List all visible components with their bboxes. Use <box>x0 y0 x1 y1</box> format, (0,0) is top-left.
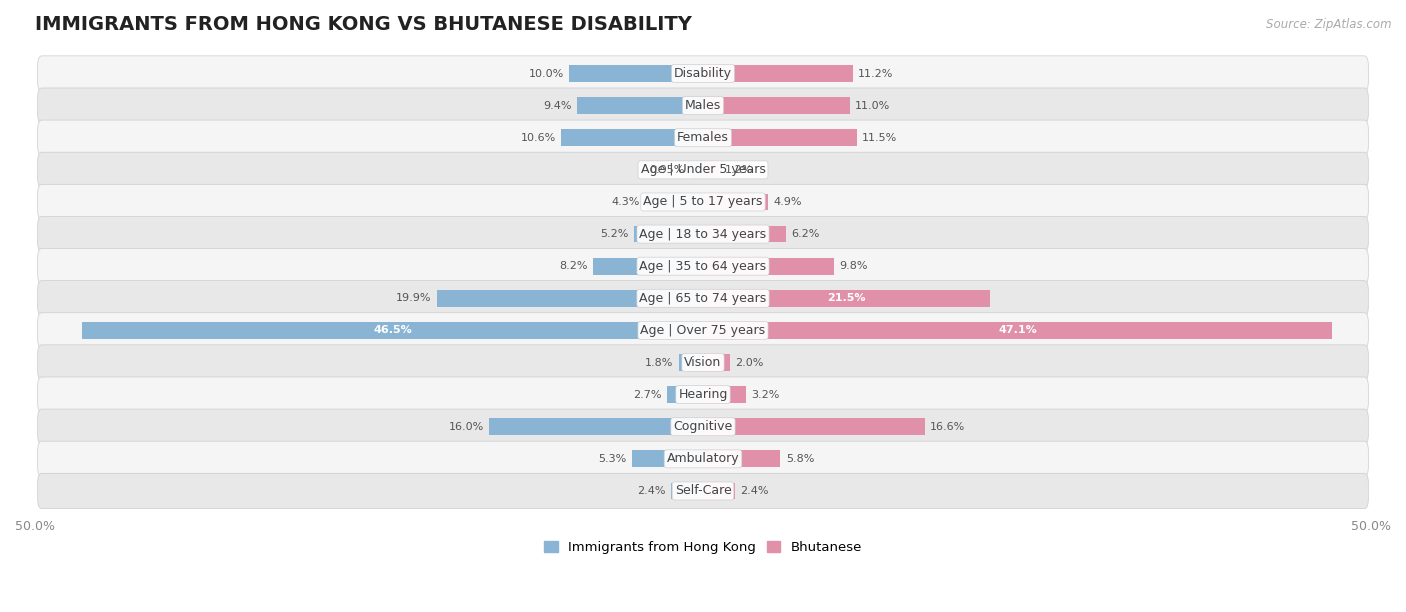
Text: Age | 65 to 74 years: Age | 65 to 74 years <box>640 292 766 305</box>
Text: 5.2%: 5.2% <box>600 229 628 239</box>
Text: 6.2%: 6.2% <box>792 229 820 239</box>
Text: 2.4%: 2.4% <box>637 486 665 496</box>
Bar <box>593 258 703 275</box>
Legend: Immigrants from Hong Kong, Bhutanese: Immigrants from Hong Kong, Bhutanese <box>538 536 868 559</box>
FancyBboxPatch shape <box>38 441 1368 477</box>
Text: 9.4%: 9.4% <box>544 100 572 111</box>
FancyBboxPatch shape <box>38 313 1368 348</box>
Text: 11.5%: 11.5% <box>862 133 897 143</box>
Text: 9.8%: 9.8% <box>839 261 868 271</box>
Bar <box>82 322 703 339</box>
Text: Age | 35 to 64 years: Age | 35 to 64 years <box>640 259 766 273</box>
Bar <box>703 65 852 82</box>
Text: 5.8%: 5.8% <box>786 454 814 464</box>
Text: Self-Care: Self-Care <box>675 485 731 498</box>
FancyBboxPatch shape <box>38 88 1368 123</box>
Bar <box>703 419 925 435</box>
Bar <box>666 386 703 403</box>
Bar <box>634 226 703 242</box>
Text: Source: ZipAtlas.com: Source: ZipAtlas.com <box>1267 18 1392 31</box>
Text: 3.2%: 3.2% <box>751 390 779 400</box>
Text: Vision: Vision <box>685 356 721 369</box>
Bar <box>703 162 718 178</box>
FancyBboxPatch shape <box>38 345 1368 380</box>
FancyBboxPatch shape <box>38 377 1368 412</box>
Text: Hearing: Hearing <box>678 388 728 401</box>
Text: 4.3%: 4.3% <box>612 197 640 207</box>
Bar <box>569 65 703 82</box>
Bar <box>561 129 703 146</box>
Bar <box>703 129 856 146</box>
FancyBboxPatch shape <box>38 152 1368 187</box>
Text: 10.0%: 10.0% <box>529 69 564 78</box>
Text: 0.95%: 0.95% <box>650 165 685 175</box>
Text: 8.2%: 8.2% <box>560 261 588 271</box>
Bar <box>703 226 786 242</box>
Bar <box>645 193 703 211</box>
FancyBboxPatch shape <box>38 56 1368 91</box>
Text: 11.2%: 11.2% <box>858 69 893 78</box>
Text: Age | 5 to 17 years: Age | 5 to 17 years <box>644 195 762 209</box>
Text: Males: Males <box>685 99 721 112</box>
Text: 4.9%: 4.9% <box>773 197 803 207</box>
Bar <box>703 354 730 371</box>
Text: Females: Females <box>678 131 728 144</box>
Bar <box>578 97 703 114</box>
Text: 1.2%: 1.2% <box>724 165 752 175</box>
Text: 16.0%: 16.0% <box>449 422 484 431</box>
FancyBboxPatch shape <box>38 409 1368 444</box>
Bar <box>679 354 703 371</box>
Text: IMMIGRANTS FROM HONG KONG VS BHUTANESE DISABILITY: IMMIGRANTS FROM HONG KONG VS BHUTANESE D… <box>35 15 692 34</box>
Bar <box>703 450 780 467</box>
Text: 21.5%: 21.5% <box>827 293 866 304</box>
FancyBboxPatch shape <box>38 281 1368 316</box>
FancyBboxPatch shape <box>38 248 1368 284</box>
FancyBboxPatch shape <box>38 184 1368 220</box>
Bar <box>437 290 703 307</box>
Bar <box>703 258 834 275</box>
Text: 5.3%: 5.3% <box>599 454 627 464</box>
Text: 2.7%: 2.7% <box>633 390 662 400</box>
Text: 10.6%: 10.6% <box>520 133 555 143</box>
Text: Disability: Disability <box>673 67 733 80</box>
Text: 2.0%: 2.0% <box>735 357 763 368</box>
Text: 47.1%: 47.1% <box>998 326 1038 335</box>
Text: Age | Over 75 years: Age | Over 75 years <box>641 324 765 337</box>
FancyBboxPatch shape <box>38 217 1368 252</box>
Bar <box>703 97 851 114</box>
Text: 1.8%: 1.8% <box>645 357 673 368</box>
Bar <box>671 483 703 499</box>
FancyBboxPatch shape <box>38 473 1368 509</box>
Text: 19.9%: 19.9% <box>396 293 432 304</box>
FancyBboxPatch shape <box>38 120 1368 155</box>
Bar <box>703 483 735 499</box>
Bar <box>703 193 769 211</box>
Text: Ambulatory: Ambulatory <box>666 452 740 465</box>
Text: Age | 18 to 34 years: Age | 18 to 34 years <box>640 228 766 241</box>
Bar <box>703 386 745 403</box>
Bar <box>703 322 1333 339</box>
Text: 2.4%: 2.4% <box>741 486 769 496</box>
Text: 11.0%: 11.0% <box>855 100 890 111</box>
Text: 16.6%: 16.6% <box>931 422 966 431</box>
Bar <box>633 450 703 467</box>
Bar <box>703 290 990 307</box>
Text: Cognitive: Cognitive <box>673 420 733 433</box>
Text: 46.5%: 46.5% <box>373 326 412 335</box>
Bar <box>690 162 703 178</box>
Text: Age | Under 5 years: Age | Under 5 years <box>641 163 765 176</box>
Bar <box>489 419 703 435</box>
